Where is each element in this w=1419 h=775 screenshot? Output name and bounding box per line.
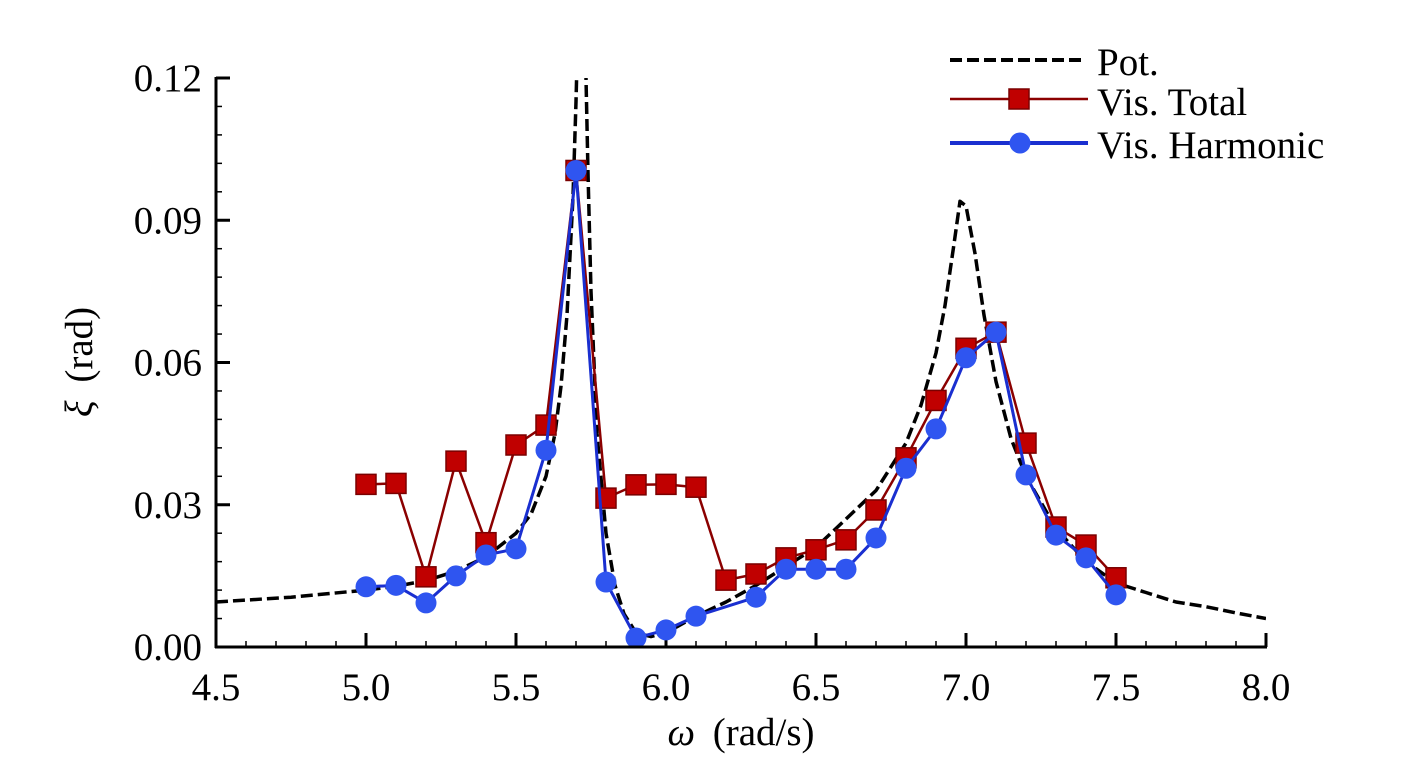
x-axis-unit: (rad/s) [713, 711, 815, 754]
data-point-vis-harmonic [1015, 464, 1037, 486]
y-tick-label: 0.00 [134, 626, 202, 669]
data-point-vis-harmonic [505, 538, 527, 560]
y-axis-unit: (rad) [58, 307, 101, 383]
data-point-vis-total [715, 569, 737, 591]
data-point-vis-total [925, 389, 947, 412]
y-tick-label: 0.09 [134, 199, 202, 242]
data-point-vis-harmonic [895, 457, 917, 479]
y-tick-labels: 0.00 0.03 0.06 0.09 0.12 [134, 57, 202, 669]
y-axis-symbol: ξ [58, 400, 101, 417]
data-point-vis-harmonic [1105, 584, 1127, 606]
x-axis-symbol: ω [667, 711, 695, 754]
legend-vis-harmonic-label: Vis. Harmonic [1097, 124, 1324, 167]
series-vis-harmonic [355, 159, 1127, 647]
x-tick-label: 7.0 [942, 666, 991, 709]
data-point-vis-harmonic [415, 592, 437, 614]
x-tick-label: 5.0 [342, 666, 391, 709]
y-tick-label: 0.06 [134, 342, 202, 385]
data-point-vis-total [355, 473, 377, 496]
data-point-vis-harmonic [835, 558, 857, 580]
data-point-vis-total [505, 434, 527, 456]
legend-pot-label: Pot. [1097, 41, 1159, 84]
data-point-vis-total [835, 529, 857, 551]
x-axis-title: ω (rad/s) [667, 711, 814, 754]
legend-vis-harmonic-marker [1009, 132, 1031, 154]
data-point-vis-total [625, 474, 647, 496]
data-point-vis-total [805, 539, 827, 561]
data-point-vis-harmonic [775, 558, 797, 580]
x-tick-label: 5.5 [492, 666, 541, 709]
data-point-vis-harmonic [355, 576, 377, 598]
data-point-vis-total [385, 472, 407, 495]
y-axis-title: ξ (rad) [58, 307, 101, 417]
legend-vis-total-marker [1008, 88, 1030, 110]
data-point-vis-harmonic [655, 619, 677, 641]
x-tick-labels: 4.5 5.0 5.5 6.0 6.5 7.0 7.5 8.0 [192, 666, 1291, 709]
data-point-vis-total [655, 473, 677, 496]
axes [214, 77, 1267, 649]
data-point-vis-harmonic [865, 527, 887, 549]
x-tick-label: 4.5 [192, 666, 241, 709]
data-point-vis-harmonic [1075, 547, 1097, 569]
data-point-vis-harmonic [925, 418, 947, 440]
legend-item-vis-total: Vis. Total [950, 81, 1247, 124]
data-point-vis-harmonic [685, 605, 707, 627]
x-tick-label: 8.0 [1242, 666, 1291, 709]
data-point-vis-harmonic [985, 321, 1007, 343]
data-point-vis-harmonic [745, 586, 767, 608]
data-point-vis-harmonic [445, 565, 467, 587]
x-tick-label: 6.0 [642, 666, 691, 709]
data-point-vis-harmonic [595, 571, 617, 593]
data-point-vis-harmonic [955, 347, 977, 369]
data-point-vis-total [445, 450, 467, 472]
legend-vis-total-label: Vis. Total [1097, 81, 1247, 124]
data-point-vis-harmonic [625, 627, 647, 647]
data-point-vis-harmonic [805, 558, 827, 580]
data-point-vis-total [685, 476, 707, 498]
data-point-vis-total [745, 563, 767, 585]
y-tick-label: 0.03 [134, 484, 202, 527]
data-point-vis-total [865, 499, 887, 521]
series-line-vis-total [365, 169, 1117, 582]
series-layer [216, 78, 1266, 647]
data-point-vis-harmonic [1045, 524, 1067, 546]
x-tick-label: 6.5 [792, 666, 841, 709]
data-point-vis-harmonic [385, 574, 407, 596]
data-point-vis-total [535, 414, 557, 436]
data-point-vis-harmonic [535, 439, 557, 461]
legend: Pot. Vis. Total Vis. Harmonic [950, 41, 1324, 167]
legend-item-vis-harmonic: Vis. Harmonic [950, 124, 1324, 167]
series-vis-total [355, 159, 1127, 591]
legend-item-pot: Pot. [950, 41, 1159, 84]
data-point-vis-harmonic [565, 159, 587, 181]
data-point-vis-total [415, 566, 437, 588]
y-tick-label: 0.12 [134, 57, 202, 100]
x-tick-label: 7.5 [1092, 666, 1141, 709]
data-point-vis-harmonic [475, 544, 497, 566]
